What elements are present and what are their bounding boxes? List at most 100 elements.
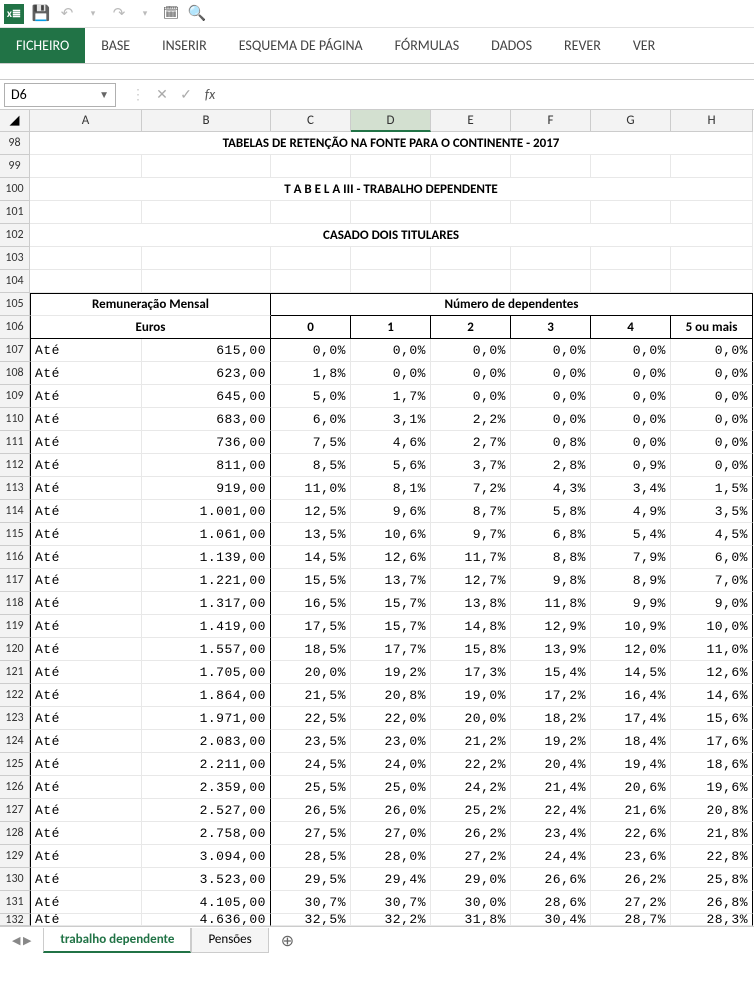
cell-pct[interactable]: 0,8%	[511, 431, 591, 454]
cell-pct[interactable]: 0,0%	[591, 408, 671, 431]
cell-pct[interactable]: 12,7%	[431, 569, 511, 592]
row-header[interactable]: 130	[0, 868, 30, 891]
row-header[interactable]: 110	[0, 408, 30, 431]
cell-pct[interactable]: 24,4%	[511, 845, 591, 868]
ribbon-tab-dados[interactable]: DADOS	[475, 28, 548, 63]
cell[interactable]	[351, 270, 431, 293]
row-header[interactable]: 105	[0, 293, 30, 316]
header-dep-1[interactable]: 1	[351, 316, 431, 339]
cell-ate[interactable]: Até	[30, 523, 142, 546]
cell-pct[interactable]: 26,6%	[511, 868, 591, 891]
cell[interactable]	[30, 201, 142, 224]
cell-amount[interactable]: 2.758,00	[142, 822, 271, 845]
cell-amount[interactable]: 4.105,00	[142, 891, 271, 914]
cell-pct[interactable]: 22,5%	[271, 707, 351, 730]
cell-ate[interactable]: Até	[30, 592, 142, 615]
cell-pct[interactable]: 20,8%	[351, 684, 431, 707]
row-header[interactable]: 122	[0, 684, 30, 707]
cell-pct[interactable]: 1,5%	[671, 477, 753, 500]
cell-amount[interactable]: 1.001,00	[142, 500, 271, 523]
cell-pct[interactable]: 12,9%	[511, 615, 591, 638]
header-euros[interactable]: Euros	[30, 316, 271, 339]
cell-pct[interactable]: 18,4%	[591, 730, 671, 753]
cell-pct[interactable]: 26,8%	[671, 891, 753, 914]
cell-pct[interactable]: 19,2%	[351, 661, 431, 684]
cell-pct[interactable]: 12,0%	[591, 638, 671, 661]
cell-ate[interactable]: Até	[30, 684, 142, 707]
cell-amount[interactable]: 645,00	[142, 385, 271, 408]
cell[interactable]	[142, 201, 271, 224]
cell-pct[interactable]: 0,0%	[351, 362, 431, 385]
cell-pct[interactable]: 20,6%	[591, 776, 671, 799]
cell-ate[interactable]: Até	[30, 730, 142, 753]
col-header-H[interactable]: H	[671, 110, 753, 132]
cell-pct[interactable]: 18,6%	[671, 753, 753, 776]
cell-pct[interactable]: 0,0%	[591, 362, 671, 385]
header-dep-0[interactable]: 0	[271, 316, 351, 339]
cell-pct[interactable]: 21,4%	[511, 776, 591, 799]
col-header-C[interactable]: C	[271, 110, 351, 132]
ribbon-tab-inserir[interactable]: INSERIR	[146, 28, 223, 63]
header-dep-3[interactable]: 3	[511, 316, 591, 339]
cell[interactable]	[271, 155, 351, 178]
cell[interactable]	[351, 247, 431, 270]
title-sub2[interactable]: CASADO DOIS TITULARES	[30, 224, 753, 247]
cell-pct[interactable]: 22,0%	[351, 707, 431, 730]
cell-pct[interactable]: 17,7%	[351, 638, 431, 661]
cell-pct[interactable]: 8,7%	[431, 500, 511, 523]
cell-pct[interactable]: 19,2%	[511, 730, 591, 753]
ribbon-tab-ficheiro[interactable]: FICHEIRO	[0, 28, 85, 63]
cell-pct[interactable]: 0,9%	[591, 454, 671, 477]
cell-pct[interactable]: 12,5%	[271, 500, 351, 523]
cell-pct[interactable]: 27,2%	[431, 845, 511, 868]
cell-pct[interactable]: 4,3%	[511, 477, 591, 500]
cell-pct[interactable]: 8,9%	[591, 569, 671, 592]
cell-pct[interactable]: 11,7%	[431, 546, 511, 569]
cell-pct[interactable]: 9,6%	[351, 500, 431, 523]
row-header[interactable]: 108	[0, 362, 30, 385]
cell-pct[interactable]: 9,9%	[591, 592, 671, 615]
name-box-dropdown-icon[interactable]: ▼	[99, 88, 109, 101]
cell-pct[interactable]: 5,8%	[511, 500, 591, 523]
cell-pct[interactable]: 9,7%	[431, 523, 511, 546]
cell-ate[interactable]: Até	[30, 707, 142, 730]
undo-dropdown-icon[interactable]: ▾	[84, 5, 102, 23]
col-header-D[interactable]: D	[351, 110, 431, 132]
cell-pct[interactable]: 23,0%	[351, 730, 431, 753]
cell-pct[interactable]: 7,5%	[271, 431, 351, 454]
cell-pct[interactable]: 1,8%	[271, 362, 351, 385]
cell-pct[interactable]: 13,7%	[351, 569, 431, 592]
col-header-G[interactable]: G	[591, 110, 671, 132]
cell-pct[interactable]: 11,0%	[271, 477, 351, 500]
cell-amount[interactable]: 1.221,00	[142, 569, 271, 592]
cell-ate[interactable]: Até	[30, 385, 142, 408]
cell-pct[interactable]: 23,6%	[591, 845, 671, 868]
cell-pct[interactable]: 15,6%	[671, 707, 753, 730]
cell-pct[interactable]: 16,5%	[271, 592, 351, 615]
cell-pct[interactable]: 12,6%	[671, 661, 753, 684]
cell-amount[interactable]: 1.061,00	[142, 523, 271, 546]
cell-pct[interactable]: 8,8%	[511, 546, 591, 569]
cell-pct[interactable]: 3,7%	[431, 454, 511, 477]
row-header[interactable]: 124	[0, 730, 30, 753]
cell-pct[interactable]: 1,7%	[351, 385, 431, 408]
cell-pct[interactable]: 28,5%	[271, 845, 351, 868]
row-header[interactable]: 129	[0, 845, 30, 868]
cell-pct[interactable]: 3,5%	[671, 500, 753, 523]
header-dep-5[interactable]: 5 ou mais	[671, 316, 753, 339]
row-header[interactable]: 98	[0, 132, 30, 155]
cell-pct[interactable]: 20,8%	[671, 799, 753, 822]
cell-pct[interactable]: 25,8%	[671, 868, 753, 891]
fx-icon[interactable]: fx	[200, 86, 220, 103]
cell-pct[interactable]: 14,5%	[591, 661, 671, 684]
ribbon-tab-ver[interactable]: VER	[617, 28, 671, 63]
cell-pct[interactable]: 10,6%	[351, 523, 431, 546]
cell-pct[interactable]: 17,6%	[671, 730, 753, 753]
cell-pct[interactable]: 14,8%	[431, 615, 511, 638]
cell-pct[interactable]: 21,2%	[431, 730, 511, 753]
row-header[interactable]: 104	[0, 270, 30, 293]
cell-pct[interactable]: 30,7%	[351, 891, 431, 914]
cell[interactable]	[511, 201, 591, 224]
cell-pct[interactable]: 15,7%	[351, 592, 431, 615]
cell-pct[interactable]: 26,2%	[431, 822, 511, 845]
